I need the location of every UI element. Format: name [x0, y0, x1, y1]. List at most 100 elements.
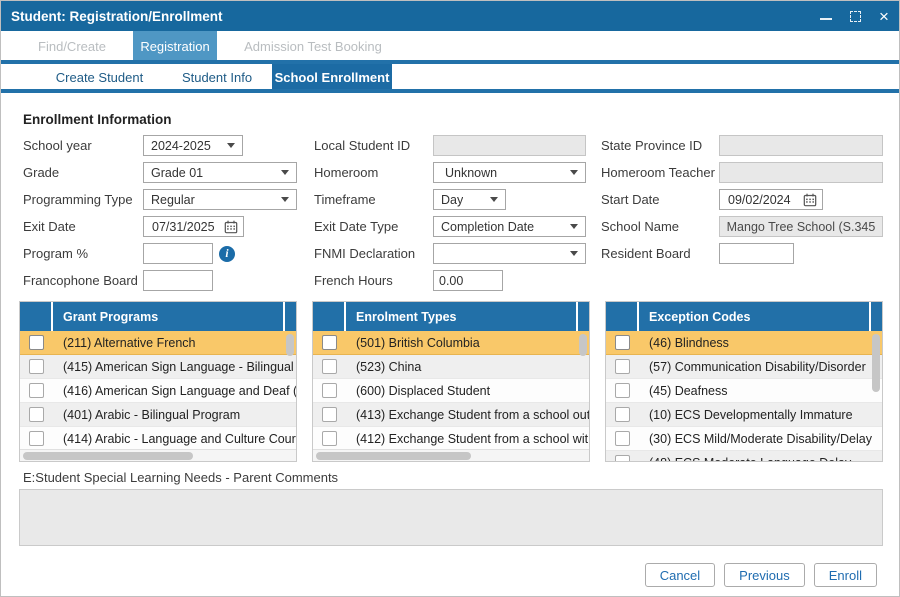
list-item[interactable]: (413) Exchange Student from a school out — [313, 403, 589, 427]
list-item-label: (600) Displaced Student — [356, 383, 491, 398]
secondary-tab-strip: Create Student Student Info School Enrol… — [1, 64, 899, 90]
list-item[interactable]: (523) China — [313, 355, 589, 379]
row-checkbox[interactable] — [615, 431, 630, 446]
program-pct-input[interactable] — [143, 243, 213, 264]
maximize-button[interactable] — [846, 7, 864, 25]
special-needs-comments-textarea — [19, 489, 883, 546]
fnmi-declaration-select[interactable] — [433, 243, 586, 264]
school-name-field: Mango Tree School (S.345 — [719, 216, 883, 237]
grade-select[interactable]: Grade 01 — [143, 162, 297, 183]
school-year-select[interactable]: 2024-2025 — [143, 135, 243, 156]
tab-student-info[interactable]: Student Info — [181, 69, 253, 85]
previous-button[interactable]: Previous — [724, 563, 805, 587]
grant-programs-header: Grant Programs — [20, 302, 296, 331]
row-checkbox[interactable] — [29, 383, 44, 398]
row-checkbox[interactable] — [615, 335, 630, 350]
section-title: Enrollment Information — [23, 112, 172, 127]
form-column-left: School year 2024-2025 Grade Grade 01 Pro… — [23, 132, 297, 294]
tab-school-enrollment[interactable]: School Enrollment — [272, 64, 392, 90]
chevron-down-icon — [490, 197, 498, 202]
timeframe-label: Timeframe — [314, 192, 376, 207]
vertical-scrollbar-thumb[interactable] — [286, 334, 294, 356]
resident-board-input[interactable] — [719, 243, 794, 264]
french-hours-input[interactable] — [433, 270, 503, 291]
row-checkbox[interactable] — [322, 359, 337, 374]
exception-codes-header: Exception Codes — [606, 302, 882, 331]
chevron-down-icon — [570, 224, 578, 229]
row-checkbox[interactable] — [29, 359, 44, 374]
cancel-button[interactable]: Cancel — [644, 563, 716, 587]
calendar-icon[interactable] — [224, 220, 238, 234]
row-checkbox[interactable] — [29, 335, 44, 350]
list-item-label: (46) Blindness — [649, 335, 729, 350]
list-item-label: (501) British Columbia — [356, 335, 480, 350]
horizontal-scrollbar-thumb[interactable] — [23, 452, 193, 460]
row-checkbox[interactable] — [29, 407, 44, 422]
row-checkbox[interactable] — [322, 431, 337, 446]
list-item[interactable]: (211) Alternative French — [20, 331, 296, 355]
exit-date-type-select[interactable]: Completion Date — [433, 216, 586, 237]
vertical-scrollbar-thumb[interactable] — [872, 334, 880, 392]
row-checkbox[interactable] — [615, 383, 630, 398]
list-item[interactable]: (45) Deafness — [606, 379, 882, 403]
tab-create-student[interactable]: Create Student — [55, 69, 144, 85]
list-item[interactable]: (414) Arabic - Language and Culture Cour — [20, 427, 296, 449]
tab-registration[interactable]: Registration — [133, 31, 217, 61]
exit-date-input[interactable]: 07/31/2025 — [143, 216, 244, 237]
close-button[interactable]: × — [875, 7, 893, 25]
list-item[interactable]: (416) American Sign Language and Deaf ( — [20, 379, 296, 403]
exit-date-label: Exit Date — [23, 219, 76, 234]
calendar-icon[interactable] — [803, 193, 817, 207]
form-column-right: State Province ID Homeroom Teacher Start… — [601, 132, 883, 267]
list-item[interactable]: (401) Arabic - Bilingual Program — [20, 403, 296, 427]
list-item-label: (57) Communication Disability/Disorder — [649, 359, 866, 374]
grade-label: Grade — [23, 165, 60, 180]
list-item-label: (413) Exchange Student from a school out — [356, 407, 589, 422]
row-checkbox[interactable] — [322, 407, 337, 422]
vertical-scrollbar-thumb[interactable] — [579, 334, 587, 356]
exception-codes-list: Exception Codes (46) Blindness (57) Comm… — [605, 301, 883, 462]
row-checkbox[interactable] — [615, 455, 630, 461]
row-checkbox[interactable] — [322, 335, 337, 350]
list-item-label: (10) ECS Developmentally Immature — [649, 407, 853, 422]
row-checkbox[interactable] — [322, 383, 337, 398]
tab-divider-bar — [1, 60, 899, 64]
list-item-label: (412) Exchange Student from a school wit — [356, 431, 589, 446]
minimize-button[interactable] — [817, 7, 835, 25]
row-checkbox[interactable] — [615, 359, 630, 374]
special-needs-comments-label: E:Student Special Learning Needs - Paren… — [23, 470, 339, 485]
info-icon[interactable]: i — [219, 245, 235, 262]
horizontal-scrollbar[interactable] — [20, 449, 296, 461]
francophone-board-input[interactable] — [143, 270, 213, 291]
francophone-board-label: Francophone Board — [23, 273, 138, 288]
resident-board-label: Resident Board — [601, 246, 691, 261]
list-item-label: (415) American Sign Language - Bilingual — [63, 359, 294, 374]
list-item[interactable]: (10) ECS Developmentally Immature — [606, 403, 882, 427]
list-item[interactable]: (57) Communication Disability/Disorder — [606, 355, 882, 379]
list-item[interactable]: (412) Exchange Student from a school wit — [313, 427, 589, 449]
row-checkbox[interactable] — [29, 431, 44, 446]
list-item[interactable]: (501) British Columbia — [313, 331, 589, 355]
horizontal-scrollbar-thumb[interactable] — [316, 452, 471, 460]
tab-find-create[interactable]: Find/Create — [38, 38, 106, 54]
list-item[interactable]: (415) American Sign Language - Bilingual — [20, 355, 296, 379]
tab-admission-test-booking[interactable]: Admission Test Booking — [244, 38, 382, 54]
homeroom-label: Homeroom — [314, 165, 379, 180]
programming-type-select[interactable]: Regular — [143, 189, 297, 210]
homeroom-select[interactable]: Unknown — [433, 162, 586, 183]
list-item-label: (30) ECS Mild/Moderate Disability/Delay — [649, 431, 872, 446]
fnmi-declaration-label: FNMI Declaration — [314, 246, 416, 261]
checkbox-column-header — [313, 302, 346, 331]
list-item[interactable]: (48) ECS Moderate Language Delay — [606, 451, 882, 461]
enrolment-types-rows: (501) British Columbia (523) China (600)… — [313, 331, 589, 449]
horizontal-scrollbar[interactable] — [313, 449, 589, 461]
list-item[interactable]: (600) Displaced Student — [313, 379, 589, 403]
list-item[interactable]: (30) ECS Mild/Moderate Disability/Delay — [606, 427, 882, 451]
list-item[interactable]: (46) Blindness — [606, 331, 882, 355]
local-student-id-input — [433, 135, 586, 156]
start-date-input[interactable]: 09/02/2024 — [719, 189, 823, 210]
timeframe-select[interactable]: Day — [433, 189, 506, 210]
row-checkbox[interactable] — [615, 407, 630, 422]
chevron-down-icon — [281, 197, 289, 202]
enroll-button[interactable]: Enroll — [813, 563, 877, 587]
